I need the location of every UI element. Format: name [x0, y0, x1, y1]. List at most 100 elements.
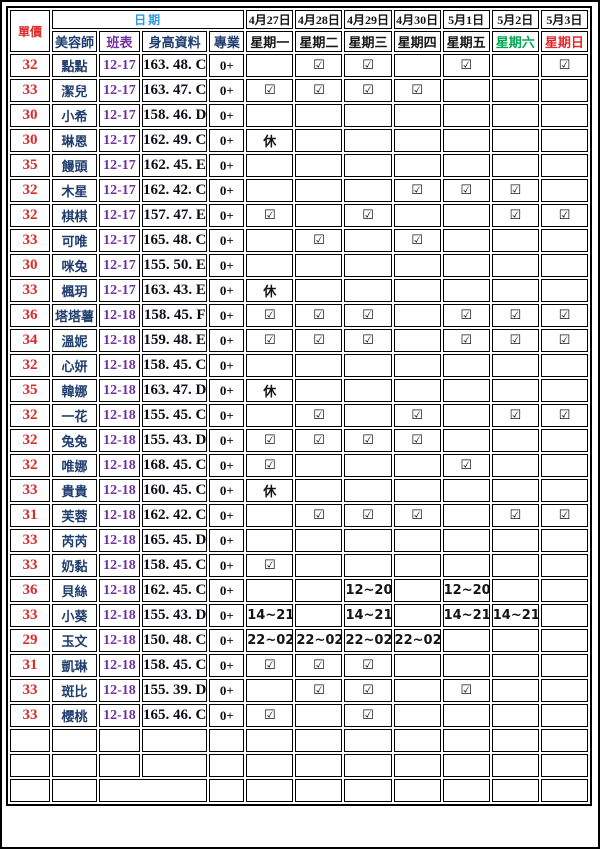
specialty-cell: 0+: [209, 329, 245, 352]
day-schedule-cell: [540, 479, 588, 502]
price-cell: 33: [10, 479, 50, 502]
shift-cell: [98, 754, 140, 777]
shift-cell: 12-17: [98, 154, 140, 177]
day-schedule-cell: [442, 629, 490, 652]
specialty-cell: 0+: [209, 429, 245, 452]
table-row: 32 心妍 12-18 158. 45. C 0+: [10, 354, 588, 377]
day-schedule-cell: ☑: [540, 204, 588, 227]
shift-cell: [98, 729, 140, 752]
header-row-labels: 美容師 班表 身高資料 專業 星期一 星期二 星期三 星期四 星期五 星期六 星期日: [10, 31, 588, 52]
day-schedule-cell: [344, 154, 392, 177]
beautician-name-cell: 可唯: [51, 229, 97, 252]
price-cell: 32: [10, 54, 50, 77]
day-schedule-cell: [442, 779, 490, 802]
day-schedule-cell: ☑: [540, 54, 588, 77]
day-schedule-cell: ☑: [246, 429, 294, 452]
shift-cell: 12-18: [98, 704, 140, 727]
price-cell: 33: [10, 79, 50, 102]
day-schedule-cell: [393, 379, 441, 402]
profile-cell: 155. 43. D: [141, 604, 208, 627]
profile-cell: 165. 45. D: [141, 529, 208, 552]
day-schedule-cell: [344, 754, 392, 777]
day-schedule-cell: [491, 579, 539, 602]
beautician-name-cell: 木星: [51, 179, 97, 202]
day-schedule-cell: 14~21: [344, 604, 392, 627]
day-schedule-cell: [540, 454, 588, 477]
day-schedule-cell: [295, 779, 343, 802]
day-schedule-cell: [442, 504, 490, 527]
table-row: 33 小葵 12-18 155. 43. D 0+ 14~21 14~21 14~21 14~2…: [10, 604, 588, 627]
day-schedule-cell: ☑: [540, 404, 588, 427]
beautician-schedule-table: 單價 日期 4月27日 4月28日 4月29日 4月30日 5月1日 5月2日 5月3日 美…: [6, 6, 592, 806]
day-schedule-cell: 休: [246, 129, 294, 152]
day-schedule-cell: [393, 204, 441, 227]
day-schedule-cell: [344, 104, 392, 127]
beautician-name-cell: 凱琳: [51, 654, 97, 677]
beautician-name-cell: 玉文: [51, 629, 97, 652]
day-schedule-cell: 22~02: [344, 629, 392, 652]
day-schedule-cell: [442, 754, 490, 777]
day-schedule-cell: [491, 654, 539, 677]
day-schedule-cell: ☑: [540, 329, 588, 352]
table-row: 34 溫妮 12-18 159. 48. E 0+ ☑ ☑ ☑ ☑ ☑ ☑: [10, 329, 588, 352]
specialty-cell: 0+: [209, 454, 245, 477]
day-schedule-cell: ☑: [246, 704, 294, 727]
specialty-cell: [209, 729, 245, 752]
day-schedule-cell: [344, 229, 392, 252]
profile-cell: 157. 47. E: [141, 204, 208, 227]
day-date-header: 5月3日: [540, 10, 588, 29]
day-schedule-cell: ☑: [491, 204, 539, 227]
day-weekday-header: 星期一: [246, 31, 294, 52]
day-schedule-cell: [295, 479, 343, 502]
day-schedule-cell: ☑: [246, 454, 294, 477]
day-weekday-header: 星期四: [393, 31, 441, 52]
shift-cell: 12-18: [98, 429, 140, 452]
day-schedule-cell: ☑: [393, 229, 441, 252]
beautician-name-cell: 棋棋: [51, 204, 97, 227]
day-schedule-cell: [540, 104, 588, 127]
table-row: 33 楓玥 12-17 163. 43. E 0+ 休: [10, 279, 588, 302]
table-row: 33 潔兒 12-17 163. 47. C 0+ ☑ ☑ ☑ ☑: [10, 79, 588, 102]
table-row: 30 琳恩 12-17 162. 49. C 0+ 休: [10, 129, 588, 152]
day-schedule-cell: [246, 404, 294, 427]
day-schedule-cell: [393, 779, 441, 802]
day-schedule-cell: [393, 454, 441, 477]
day-schedule-cell: [491, 554, 539, 577]
day-schedule-cell: [491, 154, 539, 177]
day-schedule-cell: [246, 504, 294, 527]
beautician-name-cell: 櫻桃: [51, 704, 97, 727]
day-schedule-cell: [491, 729, 539, 752]
profile-cell: 162. 49. C: [141, 129, 208, 152]
table-row: 31 凱琳 12-18 158. 45. C 0+ ☑ ☑ ☑: [10, 654, 588, 677]
day-schedule-cell: [393, 354, 441, 377]
date-group-header: 日期: [51, 10, 245, 29]
day-schedule-cell: ☑: [491, 329, 539, 352]
day-schedule-cell: ☑: [344, 304, 392, 327]
profile-cell: 158. 45. F: [141, 304, 208, 327]
day-schedule-cell: [540, 529, 588, 552]
beautician-name-cell: 饅頭: [51, 154, 97, 177]
day-schedule-cell: [344, 404, 392, 427]
day-schedule-cell: [246, 354, 294, 377]
specialty-cell: 0+: [209, 704, 245, 727]
day-schedule-cell: [246, 54, 294, 77]
day-schedule-cell: [344, 479, 392, 502]
shift-profile-cell: [98, 779, 208, 802]
day-schedule-cell: ☑: [491, 404, 539, 427]
shift-cell: 12-17: [98, 179, 140, 202]
specialty-cell: 0+: [209, 554, 245, 577]
table-row: 30 小希 12-17 158. 46. D 0+: [10, 104, 588, 127]
day-schedule-cell: 22~02: [295, 629, 343, 652]
specialty-cell: 0+: [209, 529, 245, 552]
day-schedule-cell: ☑: [246, 79, 294, 102]
specialty-column-header: 專業: [209, 31, 245, 52]
day-date-header: 4月29日: [344, 10, 392, 29]
table-row: 33 貴貴 12-18 160. 45. C 0+ 休: [10, 479, 588, 502]
profile-cell: 155. 43. D: [141, 429, 208, 452]
day-schedule-cell: ☑: [295, 54, 343, 77]
day-schedule-cell: [540, 654, 588, 677]
day-weekday-header: 星期日: [540, 31, 588, 52]
day-schedule-cell: ☑: [246, 554, 294, 577]
day-schedule-cell: [393, 54, 441, 77]
profile-cell: 163. 47. C: [141, 79, 208, 102]
